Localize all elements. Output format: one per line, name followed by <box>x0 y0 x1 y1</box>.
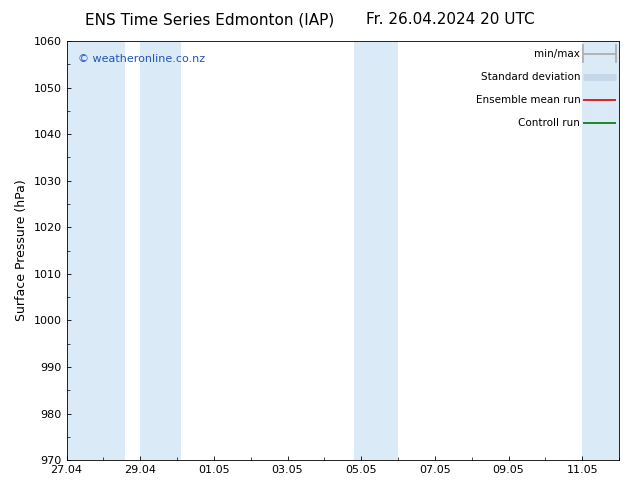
Text: Controll run: Controll run <box>519 118 580 128</box>
Bar <box>67 41 126 460</box>
Text: Ensemble mean run: Ensemble mean run <box>476 95 580 105</box>
Text: Fr. 26.04.2024 20 UTC: Fr. 26.04.2024 20 UTC <box>366 12 534 27</box>
Y-axis label: Surface Pressure (hPa): Surface Pressure (hPa) <box>15 180 28 321</box>
Bar <box>140 41 181 460</box>
Bar <box>582 41 619 460</box>
Text: min/max: min/max <box>534 49 580 59</box>
Text: Standard deviation: Standard deviation <box>481 72 580 82</box>
Text: © weatheronline.co.nz: © weatheronline.co.nz <box>77 53 205 64</box>
Text: ENS Time Series Edmonton (IAP): ENS Time Series Edmonton (IAP) <box>84 12 334 27</box>
Bar <box>354 41 398 460</box>
